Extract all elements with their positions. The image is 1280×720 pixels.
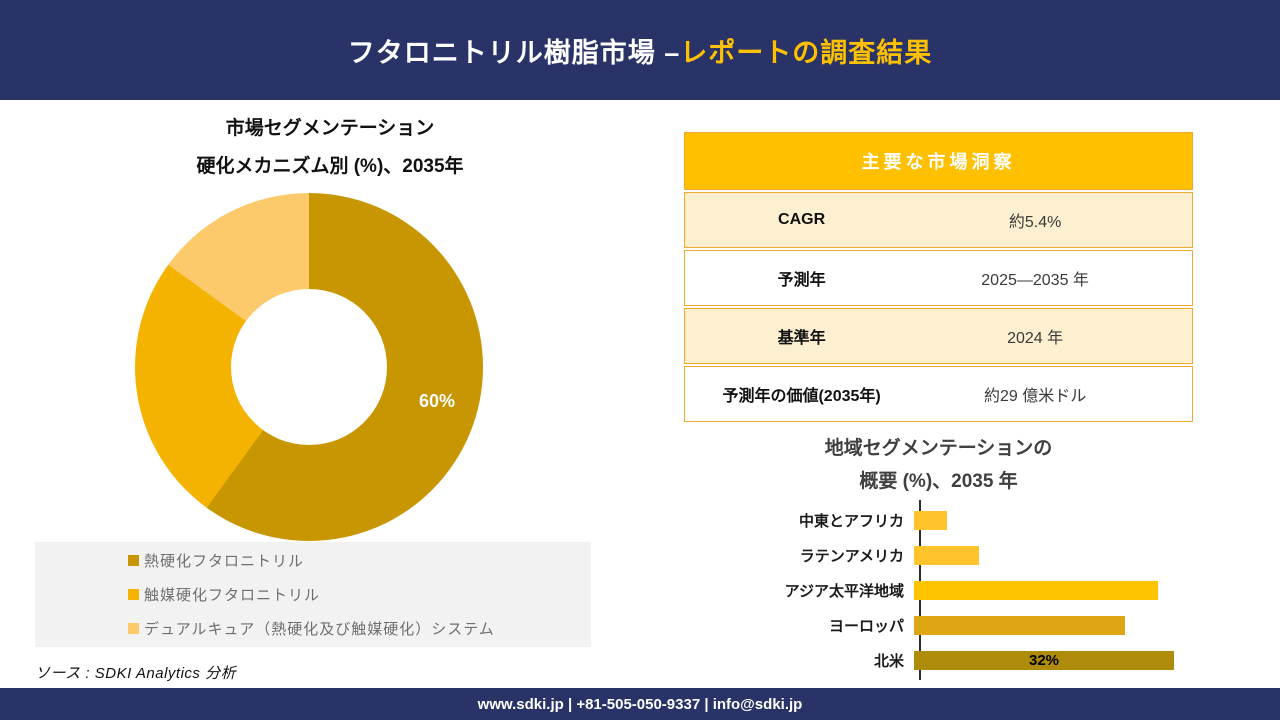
bar-chart-title-line1: 地域セグメンテーションの bbox=[824, 438, 1053, 459]
donut-chart: 60% bbox=[135, 193, 483, 541]
header-banner: フタロニトリル樹脂市場 –レポートの調査結果 bbox=[0, 0, 1280, 100]
bar bbox=[914, 616, 1126, 635]
bar-category-label: アジア太平洋地域 bbox=[784, 583, 904, 600]
legend-item: デュアルキュア（熱硬化及び触媒硬化）システム bbox=[128, 621, 591, 638]
insight-row-label: 基準年 bbox=[777, 330, 826, 347]
donut-chart-title-line2: 硬化メカニズム別 (%)、2035年 bbox=[196, 156, 464, 177]
bar-data-label: 32% bbox=[1028, 652, 1060, 669]
page-title-report: レポートの調査結果 bbox=[680, 37, 933, 68]
bar bbox=[914, 511, 947, 530]
bar-row: アジア太平洋地域 bbox=[684, 573, 1250, 608]
insight-row-label: CAGR bbox=[778, 211, 826, 228]
bar: 32% bbox=[914, 651, 1174, 670]
donut-data-label: 60% bbox=[418, 391, 456, 411]
bar-row: ヨーロッパ bbox=[684, 608, 1250, 643]
insight-row-value: 約5.4% bbox=[1008, 214, 1062, 231]
legend-label: デュアルキュア（熱硬化及び触媒硬化）システム bbox=[144, 620, 495, 638]
key-insights-table: 主要な市場洞察 CAGR 約5.4% 予測年 2025—2035 年基準年 2024 年… bbox=[684, 132, 1193, 422]
bar bbox=[914, 546, 979, 565]
bar-track: 32% bbox=[914, 651, 1250, 670]
bar-category-label: 北米 bbox=[873, 653, 904, 670]
bar-category-label: ヨーロッパ bbox=[828, 618, 904, 635]
donut-chart-title: 市場セグメンテーション 硬化メカニズム別 (%)、2035年 bbox=[60, 113, 600, 178]
legend-label: 触媒硬化フタロニトリル bbox=[144, 586, 321, 604]
bar-chart-title-line2: 概要 (%)、2035 年 bbox=[859, 471, 1018, 492]
legend-swatch-icon bbox=[128, 554, 139, 566]
insight-row-label: 予測年の価値(2035年) bbox=[722, 388, 881, 405]
bar-chart-rows: 中東とアフリカ ラテンアメリカアジア太平洋地域ヨーロッパ北米 32% bbox=[684, 503, 1250, 678]
bar-track bbox=[914, 581, 1250, 600]
insights-table-body: CAGR 約5.4% 予測年 2025—2035 年基準年 2024 年予測年の価値(2… bbox=[684, 192, 1193, 422]
legend-label: 熱硬化フタロニトリル bbox=[144, 552, 305, 570]
page-title: フタロニトリル樹脂市場 –レポートの調査結果 bbox=[348, 31, 933, 70]
bar-row: ラテンアメリカ bbox=[684, 538, 1250, 573]
insight-row-value: 2025—2035 年 bbox=[981, 272, 1089, 289]
bar-track bbox=[914, 616, 1250, 635]
insight-row: 予測年の価値(2035年) 約29 億米ドル bbox=[684, 366, 1193, 422]
bar-row: 北米 32% bbox=[684, 643, 1250, 678]
bar-track bbox=[914, 546, 1250, 565]
legend-swatch-icon bbox=[128, 588, 139, 600]
insight-row-label: 予測年 bbox=[777, 272, 826, 289]
bar bbox=[914, 581, 1158, 600]
source-note: ソース : SDKI Analytics 分析 bbox=[35, 665, 237, 682]
insight-row-value: 約29 億米ドル bbox=[983, 388, 1087, 405]
insight-row: CAGR 約5.4% bbox=[684, 192, 1193, 248]
legend-item: 熱硬化フタロニトリル bbox=[128, 553, 591, 570]
insight-row-value: 2024 年 bbox=[1007, 330, 1064, 347]
insights-table-header: 主要な市場洞察 bbox=[684, 132, 1193, 190]
insight-row: 予測年 2025—2035 年 bbox=[684, 250, 1193, 306]
footer-contact-text: www.sdki.jp | +81-505-050-9337 | info@sd… bbox=[477, 695, 803, 713]
legend-item: 触媒硬化フタロニトリル bbox=[128, 587, 591, 604]
page-title-market: フタロニトリル樹脂市場 – bbox=[347, 37, 681, 68]
bar-category-label: ラテンアメリカ bbox=[799, 548, 904, 565]
bar-row: 中東とアフリカ bbox=[684, 503, 1250, 538]
bar-chart: 中東とアフリカ ラテンアメリカアジア太平洋地域ヨーロッパ北米 32% bbox=[684, 500, 1250, 680]
bar-chart-title: 地域セグメンテーションの 概要 (%)、2035 年 bbox=[684, 433, 1193, 493]
bar-track bbox=[914, 511, 1250, 530]
bar-category-label: 中東とアフリカ bbox=[798, 513, 904, 530]
donut-chart-title-line1: 市場セグメンテーション bbox=[225, 118, 435, 139]
insight-row: 基準年 2024 年 bbox=[684, 308, 1193, 364]
donut-legend: 熱硬化フタロニトリル 触媒硬化フタロニトリルデュアルキュア（熱硬化及び触媒硬化）シ… bbox=[35, 542, 591, 647]
legend-swatch-icon bbox=[128, 622, 139, 634]
donut-hole bbox=[231, 289, 387, 445]
footer-bar: www.sdki.jp | +81-505-050-9337 | info@sd… bbox=[0, 688, 1280, 720]
